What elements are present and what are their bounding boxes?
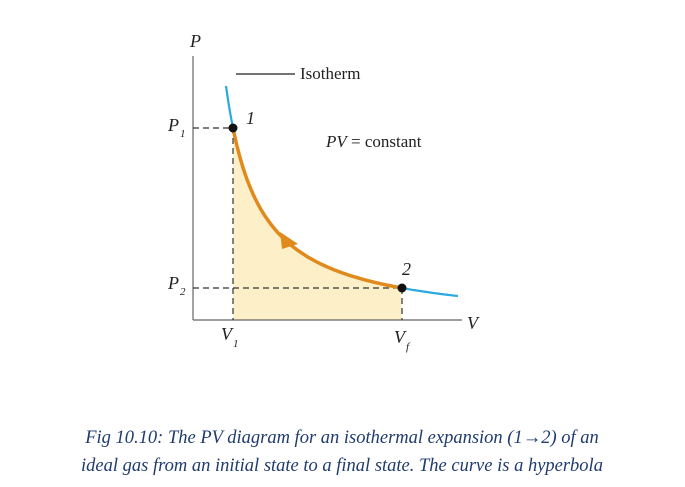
isotherm-label: Isotherm — [300, 64, 360, 83]
equation-rest: = constant — [347, 132, 422, 151]
point-label: 2 — [402, 259, 411, 279]
process-curve — [231, 127, 402, 290]
point-label: 1 — [246, 108, 255, 128]
caption-line: ideal gas from an initial state to a fin… — [81, 456, 603, 476]
pressure-label: P — [167, 273, 179, 293]
guides — [193, 127, 403, 320]
x-axis-label: V — [467, 313, 480, 333]
work-area — [233, 128, 402, 320]
equation-italic: PV — [325, 132, 349, 151]
equation: PV = constant — [325, 132, 422, 151]
volume-label: V — [221, 324, 234, 344]
volume-sub: 1 — [233, 338, 239, 350]
state-point — [228, 123, 238, 133]
pressure-sub: 2 — [180, 286, 186, 298]
pressure-label: P — [167, 115, 179, 135]
caption-line: Fig 10.10: The PV diagram for an isother… — [84, 428, 599, 448]
volume-label: V — [394, 327, 407, 347]
state-point — [397, 283, 407, 293]
direction-arrow — [280, 232, 298, 249]
pressure-sub: 1 — [180, 128, 186, 140]
y-axis-label: P — [189, 31, 201, 51]
volume-sub: f — [406, 341, 411, 353]
